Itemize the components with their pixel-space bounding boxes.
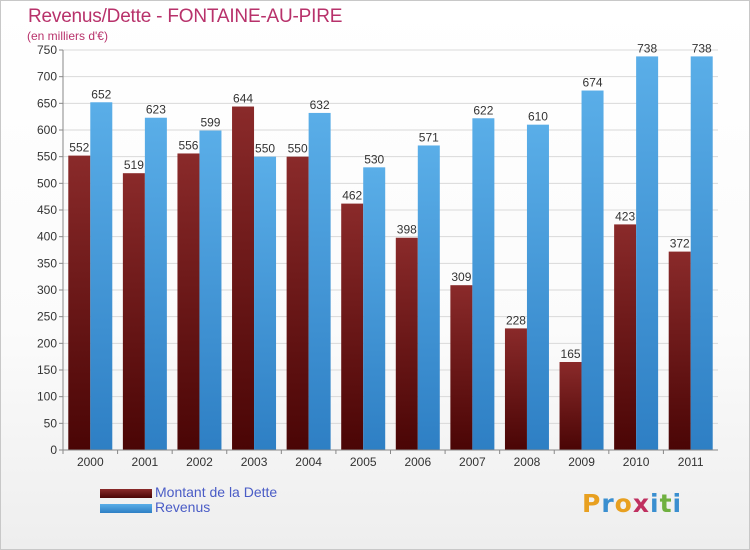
bar-revenue xyxy=(308,112,331,450)
data-label-revenue: 652 xyxy=(91,87,111,101)
data-label-revenue: 550 xyxy=(255,142,275,156)
y-tick-label: 450 xyxy=(37,203,57,217)
chart-subtitle: (en milliers d'€) xyxy=(27,29,108,43)
x-tick-label: 2010 xyxy=(623,455,650,469)
y-tick-label: 200 xyxy=(37,336,57,350)
y-tick-label: 0 xyxy=(50,443,57,457)
bar-revenue xyxy=(199,130,222,451)
bar-debt xyxy=(341,203,364,450)
bar-debt xyxy=(68,155,91,450)
legend-swatch-revenue xyxy=(100,504,152,513)
data-label-revenue: 571 xyxy=(419,130,439,144)
legend-swatch-debt xyxy=(100,489,152,498)
bar-debt xyxy=(450,285,473,450)
legend-label-revenue: Revenus xyxy=(155,499,211,515)
data-label-revenue: 530 xyxy=(364,152,384,166)
data-label-revenue: 738 xyxy=(692,41,712,55)
x-tick-label: 2001 xyxy=(132,455,159,469)
x-tick-label: 2011 xyxy=(678,455,704,469)
bar-debt xyxy=(286,156,309,450)
grid-layer xyxy=(63,49,718,451)
data-label-debt: 398 xyxy=(397,223,417,237)
data-label-debt: 165 xyxy=(561,347,581,361)
bar-debt xyxy=(504,328,527,450)
bar-revenue xyxy=(472,118,495,451)
data-label-revenue: 674 xyxy=(583,76,603,90)
data-label-debt: 519 xyxy=(124,158,144,172)
bar-debt xyxy=(395,237,418,450)
x-tick-label: 2005 xyxy=(350,455,377,469)
y-tick-label: 400 xyxy=(37,230,57,244)
bar-debt xyxy=(232,106,255,451)
data-label-debt: 556 xyxy=(178,138,198,152)
bar-revenue xyxy=(363,167,386,451)
bar-debt xyxy=(559,362,582,450)
y-tick-label: 650 xyxy=(37,96,57,110)
y-tick-label: 700 xyxy=(37,70,57,84)
x-tick-label: 2007 xyxy=(459,455,486,469)
data-label-revenue: 632 xyxy=(310,98,330,112)
data-label-revenue: 738 xyxy=(637,41,657,55)
bar-revenue xyxy=(254,156,277,450)
y-tick-label: 550 xyxy=(37,150,57,164)
logo-letter: P xyxy=(582,489,602,518)
axis-layer: 0 50 100 150 200 250 300 350 400 450 500 550 600 650 7… xyxy=(37,43,718,469)
y-tick-label: 250 xyxy=(37,310,57,324)
y-tick-label: 150 xyxy=(37,363,57,377)
y-tick-label: 300 xyxy=(37,283,57,297)
x-tick-label: 2009 xyxy=(568,455,595,469)
data-label-revenue: 622 xyxy=(473,103,493,117)
legend-label-debt: Montant de la Dette xyxy=(155,484,278,500)
chart-title: Revenus/Dette - FONTAINE-AU-PIRE xyxy=(28,6,343,27)
data-label-revenue: 610 xyxy=(528,110,548,124)
bar-revenue xyxy=(526,124,549,451)
logo-letter: i xyxy=(650,489,660,518)
bar-revenue xyxy=(581,90,604,451)
y-tick-label: 750 xyxy=(37,43,57,57)
logo-letter: i xyxy=(672,489,683,518)
data-label-debt: 228 xyxy=(506,313,526,327)
y-tick-label: 50 xyxy=(44,416,58,430)
y-tick-label: 350 xyxy=(37,256,57,270)
bar-revenue xyxy=(417,145,440,450)
bar-debt xyxy=(614,224,637,450)
data-label-debt: 462 xyxy=(342,189,362,203)
x-tick-label: 2004 xyxy=(295,455,322,469)
x-tick-label: 2000 xyxy=(77,455,104,469)
logo-letter: r xyxy=(601,489,615,518)
logo-letter: t xyxy=(659,489,673,518)
x-tick-label: 2006 xyxy=(404,455,431,469)
bar-layer xyxy=(68,56,713,451)
x-tick-label: 2002 xyxy=(186,455,213,469)
bar-revenue xyxy=(144,117,167,450)
proxiti-logo: Proxiti xyxy=(582,489,682,518)
data-label-debt: 552 xyxy=(69,141,89,155)
bar-debt xyxy=(177,153,200,450)
data-label-debt: 550 xyxy=(288,142,308,156)
logo-letter: x xyxy=(632,489,650,518)
data-label-debt: 644 xyxy=(233,92,253,106)
bar-revenue xyxy=(90,102,113,451)
data-label-debt: 309 xyxy=(451,270,471,284)
data-label-revenue: 599 xyxy=(200,116,220,130)
x-tick-label: 2008 xyxy=(514,455,541,469)
bar-debt xyxy=(122,173,145,450)
logo-letter: o xyxy=(614,489,633,518)
data-label-debt: 372 xyxy=(670,237,690,251)
bar-revenue xyxy=(690,56,713,451)
data-label-debt: 423 xyxy=(615,209,635,223)
y-tick-label: 600 xyxy=(37,123,57,137)
bar-debt xyxy=(668,251,691,450)
y-tick-label: 100 xyxy=(37,390,57,404)
y-tick-label: 500 xyxy=(37,176,57,190)
bar-revenue xyxy=(636,56,659,451)
data-label-revenue: 623 xyxy=(146,103,166,117)
x-tick-label: 2003 xyxy=(241,455,268,469)
